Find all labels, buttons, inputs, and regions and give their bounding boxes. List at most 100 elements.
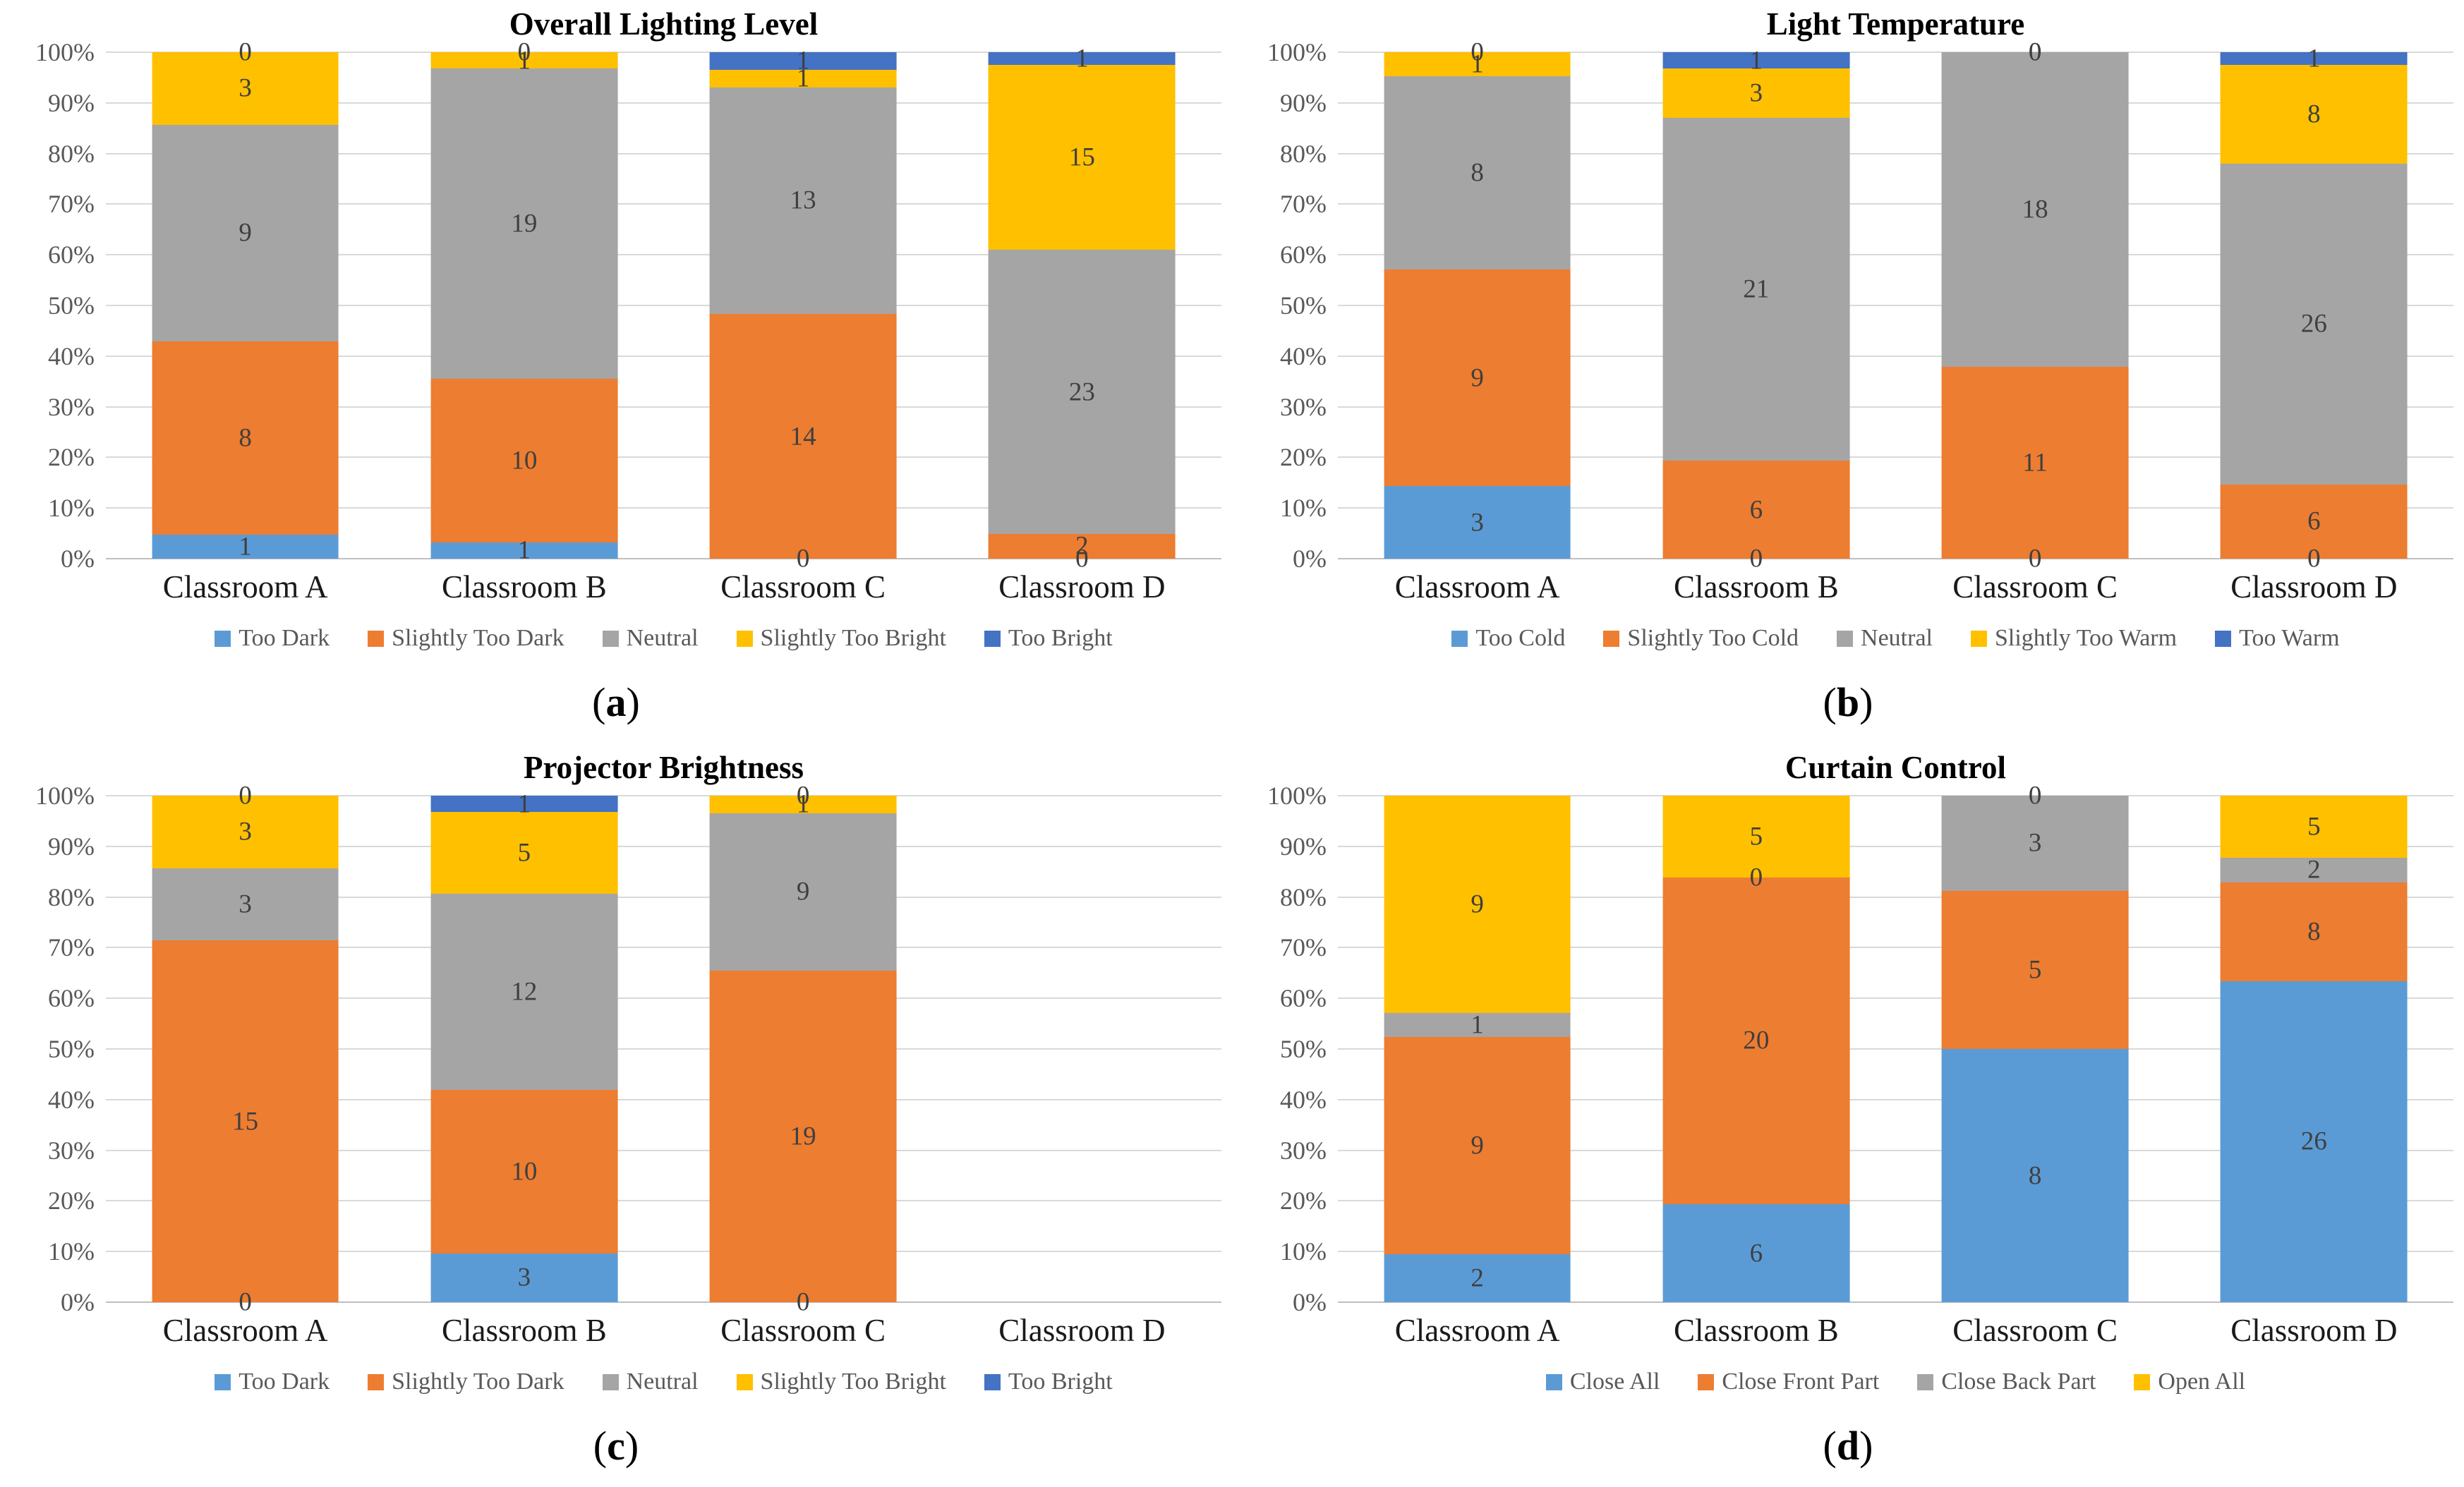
- x-axis: Classroom A Classroom B Classroom C Classro…: [106, 1302, 1221, 1359]
- y-axis-tick-label: 70%: [48, 933, 95, 962]
- legend-color-swatch-icon: [368, 630, 385, 647]
- legend-item-label: Close Back Part: [1941, 1368, 2096, 1395]
- legend-item-label: Slightly Too Bright: [760, 1368, 946, 1395]
- legend-item-label: Too Bright: [1008, 625, 1113, 651]
- panel-letter-paren: ): [1859, 679, 1873, 725]
- chart-title: Light Temperature: [1766, 6, 2025, 42]
- bar-segment: [988, 64, 1176, 250]
- segment-value-label: 1: [517, 789, 531, 819]
- x-axis-category-label: Classroom D: [2230, 569, 2398, 605]
- legend-item-label: Too Cold: [1475, 625, 1566, 651]
- x-axis-category-label: Classroom D: [998, 1313, 1166, 1348]
- x-axis-category-label: Classroom C: [1952, 569, 2118, 605]
- bar-segment: [1941, 1049, 2129, 1302]
- bar-segment: [430, 812, 618, 894]
- legend-color-swatch-icon: [1545, 1373, 1562, 1390]
- legend-item: Slightly Too Cold: [1603, 625, 1799, 652]
- panel-letter: (d): [1232, 1422, 2464, 1469]
- segment-value-label: 26: [2300, 1127, 2327, 1156]
- bar-segment: [152, 341, 339, 535]
- bar-segment: [2220, 484, 2408, 559]
- legend-color-swatch-icon: [602, 1373, 619, 1390]
- segment-value-label: 1: [517, 535, 531, 565]
- legend-color-swatch-icon: [1837, 630, 1854, 647]
- gridline: [106, 1048, 1221, 1050]
- gridline: [1338, 102, 2453, 104]
- y-axis-tick-label: 60%: [1280, 241, 1327, 269]
- segment-value-label: 2: [1470, 1263, 1484, 1293]
- y-axis-tick-label: 10%: [1280, 494, 1327, 523]
- legend-item: Too Dark: [215, 625, 330, 652]
- stacked-bar-classroom-d: 0 6 26 8 1: [2220, 45, 2408, 572]
- y-axis-tick-label: 80%: [1280, 882, 1327, 911]
- panel-letter-paren: (: [592, 679, 606, 725]
- bar-segment: [988, 52, 1176, 65]
- bar-segment: [1941, 366, 2129, 559]
- bar-segment: [709, 52, 897, 70]
- legend-color-swatch-icon: [984, 630, 1001, 647]
- stacked-bar-classroom-c: 8 5 3 0: [1941, 783, 2129, 1302]
- legend-item-label: Close Front Part: [1722, 1368, 1880, 1395]
- y-axis-tick-label: 0%: [1293, 545, 1327, 573]
- bar-segment: [152, 534, 339, 559]
- segment-value-label: 2: [1075, 531, 1089, 561]
- panel-letter: (c): [0, 1422, 1232, 1469]
- segment-value-label: 6: [1749, 1239, 1763, 1268]
- bar-segment: [1662, 461, 1850, 559]
- segment-value-label: 0: [517, 37, 531, 67]
- gridline: [1338, 507, 2453, 509]
- bars-row: 0 15 3 3 0 3 10 12 5 1 0 19 9 1 0: [106, 783, 1221, 1316]
- bar-segment: [430, 796, 618, 813]
- segment-value-label: 11: [2022, 448, 2048, 478]
- legend: Close All Close Front Part Close Back Part…: [1338, 1361, 2453, 1402]
- y-axis-tick-label: 20%: [48, 1186, 95, 1215]
- legend: Too Cold Slightly Too Cold Neutral Slightly…: [1338, 618, 2453, 659]
- legend-item: Slightly Too Dark: [368, 625, 564, 652]
- legend-color-swatch-icon: [1451, 630, 1468, 647]
- segment-value-label: 0: [796, 781, 810, 811]
- segment-value-label: 5: [2028, 955, 2042, 985]
- segment-value-label: 15: [1068, 142, 1095, 172]
- bar-segment: [1384, 269, 1571, 487]
- legend-color-swatch-icon: [215, 1373, 231, 1390]
- legend-item: Slightly Too Bright: [736, 625, 946, 652]
- gridline: [1338, 1251, 2453, 1253]
- bar-slot-classroom-c: 0 19 9 1 0: [664, 783, 943, 1316]
- bar-slot-classroom-c: 8 5 3 0: [1896, 783, 2175, 1302]
- segment-value-label: 20: [1743, 1026, 1770, 1055]
- segment-value-label: 8: [238, 423, 252, 453]
- stacked-bar-classroom-c: 0 14 13 1 1: [709, 48, 897, 572]
- bars-row: 3 9 8 1 0 0 6 21 3 1 0 11 18 0 0 0 6 26 8 1: [1338, 40, 2453, 572]
- y-axis-tick-label: 90%: [48, 88, 95, 117]
- segment-value-label: 1: [796, 63, 810, 93]
- stacked-bar-classroom-b: 0 6 21 3 1: [1662, 47, 1850, 572]
- legend-item-label: Too Warm: [2239, 625, 2340, 651]
- legend-item: Neutral: [1837, 625, 1933, 652]
- segment-value-label: 1: [1749, 46, 1763, 75]
- segment-value-label: 9: [1470, 890, 1484, 919]
- y-axis-tick-label: 40%: [1280, 1085, 1327, 1114]
- segment-value-label: 26: [2300, 309, 2327, 339]
- bar-segment: [1662, 52, 1850, 69]
- x-axis-category-label: Classroom C: [720, 569, 886, 605]
- gridline: [1338, 254, 2453, 256]
- segment-value-label: 3: [238, 73, 252, 103]
- gridline: [106, 355, 1221, 357]
- legend-item: Close All: [1545, 1368, 1660, 1395]
- gridline: [106, 795, 1221, 796]
- bar-segment: [1384, 52, 1571, 77]
- segment-value-label: 2: [2307, 855, 2321, 885]
- bar-segment: [430, 1253, 618, 1302]
- x-axis-category-label: Classroom B: [1673, 569, 1839, 605]
- legend-color-swatch-icon: [1917, 1373, 1934, 1390]
- gridline: [106, 51, 1221, 53]
- bar-segment: [2220, 52, 2408, 65]
- gridline: [1338, 845, 2453, 847]
- segment-value-label: 0: [238, 781, 252, 811]
- bar-slot-classroom-b: 0 6 21 3 1: [1617, 47, 1895, 572]
- y-axis: 100% 90% 80% 70% 60% 50% 40% 30% 20% 10% 0%: [0, 782, 106, 1316]
- bar-segment: [1941, 890, 2129, 1049]
- chart-body: 100% 90% 80% 70% 60% 50% 40% 30% 20% 10% 0% 0 15 3 3 0…: [0, 782, 1232, 1316]
- panel-letter-paren: ): [1859, 1423, 1873, 1469]
